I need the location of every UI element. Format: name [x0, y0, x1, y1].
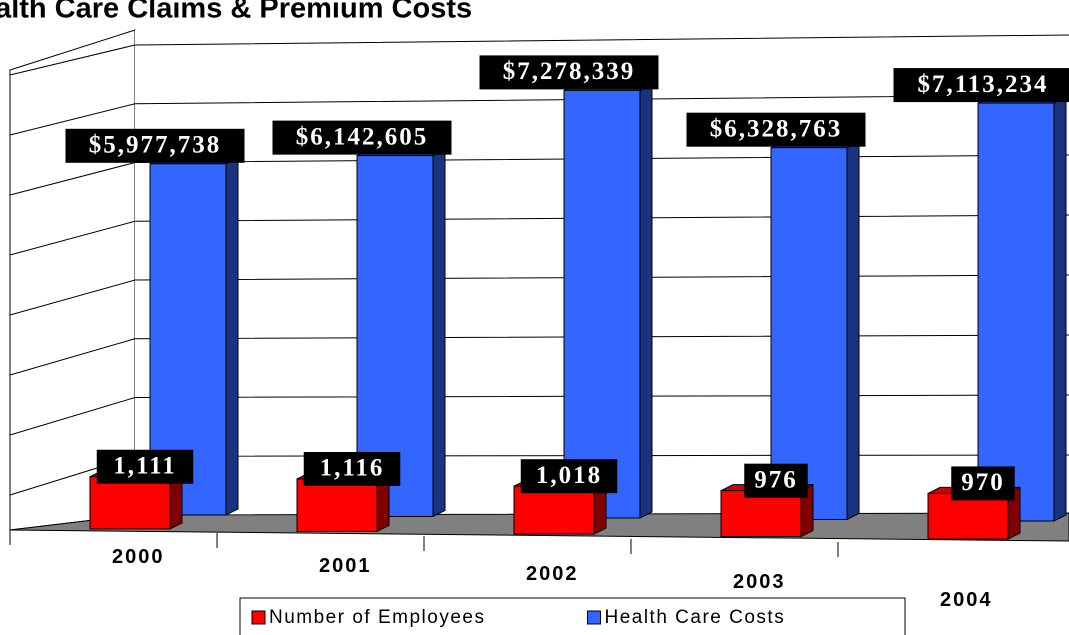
- value-label: $7,278,339: [503, 58, 636, 85]
- value-label: $7,113,234: [917, 71, 1048, 98]
- grid-line: [9, 274, 1069, 316]
- x-tick-label: 2004: [940, 589, 993, 611]
- legend-swatch: [251, 610, 266, 625]
- bar: [563, 83, 653, 519]
- value-label-box: [744, 463, 808, 498]
- value-label: $6,142,605: [296, 123, 429, 150]
- grid-line: [9, 94, 1069, 136]
- value-label: 970: [961, 469, 1005, 496]
- value-label: $6,328,763: [710, 115, 843, 142]
- x-tick-label: 2000: [112, 546, 165, 568]
- bar-side: [846, 140, 860, 521]
- bar-front: [977, 102, 1055, 522]
- bar-front: [89, 476, 171, 530]
- grid-line: [9, 214, 1069, 256]
- bar: [89, 469, 183, 530]
- value-label: $5,977,738: [89, 132, 222, 159]
- x-tick-label: 2001: [319, 555, 372, 577]
- chart-title: Health Care Claims & Premium Costs: [0, 0, 472, 25]
- bar: [770, 140, 860, 521]
- value-label-box: [951, 466, 1015, 501]
- x-tick-label: 2002: [526, 563, 579, 585]
- bar-side: [639, 83, 653, 519]
- bar: [296, 472, 390, 533]
- bar-front: [770, 147, 848, 520]
- bar-side: [225, 156, 239, 516]
- legend-label: Number of Employees: [269, 607, 485, 628]
- bar-front: [296, 478, 378, 532]
- legend-swatch: [586, 610, 601, 625]
- value-label-box: [272, 120, 452, 155]
- bar-front: [720, 490, 802, 538]
- bar-front: [513, 485, 595, 535]
- value-label: 976: [754, 466, 798, 493]
- value-label: 1,018: [536, 462, 602, 489]
- value-label-box: [303, 451, 401, 486]
- value-label-box: [520, 459, 618, 494]
- value-label-box: [686, 112, 866, 147]
- value-label-box: [65, 128, 245, 163]
- bar: [977, 96, 1067, 522]
- legend-label: Health Care Costs: [604, 607, 785, 628]
- value-label: 1,111: [113, 452, 177, 479]
- grid-line: [9, 394, 1069, 436]
- grid-line: [9, 334, 1069, 376]
- bar-side: [1053, 96, 1067, 522]
- value-label-box: [893, 68, 1069, 103]
- legend: [239, 597, 906, 635]
- value-label-box: [479, 55, 659, 90]
- x-tick-label: 2003: [733, 571, 786, 593]
- bar-side: [432, 148, 446, 518]
- bar-front: [563, 89, 641, 519]
- bar-front: [927, 492, 1009, 540]
- value-label-box: [96, 449, 194, 484]
- grid-line: [9, 34, 1069, 76]
- value-label: 1,116: [320, 455, 385, 482]
